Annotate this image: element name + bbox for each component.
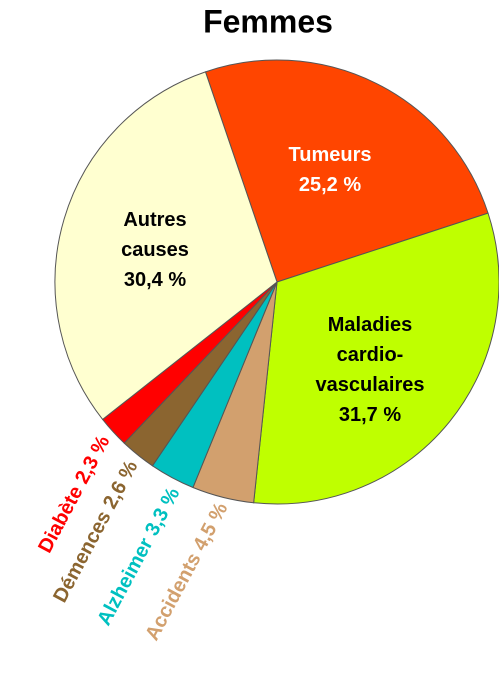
pie-slice: [54, 71, 278, 421]
slice-label: Autres causes 30,4 %: [95, 205, 215, 295]
slice-name: Autres causes: [121, 209, 189, 261]
slice-name: Accidents: [141, 549, 205, 644]
slice-value: 2,6 %: [99, 457, 143, 513]
slice-value: 31,7 %: [338, 404, 402, 426]
slice-value: 25,2 %: [298, 174, 362, 196]
slice-label: Maladies cardio-vasculaires 31,7 %: [300, 310, 440, 430]
slice-value: 2,3 %: [71, 432, 115, 488]
slice-label: Tumeurs 25,2 %: [265, 140, 395, 200]
slice-name: Maladies cardio-vasculaires: [315, 314, 425, 396]
slice-name: Tumeurs: [288, 144, 372, 166]
slice-value: 4,5 %: [189, 499, 233, 555]
slice-name: Alzheimer: [93, 534, 157, 629]
slice-value: 30,4 %: [123, 269, 187, 291]
pie-slice: [204, 59, 489, 283]
chart-title: Femmes: [203, 3, 333, 39]
slice-value: 3,3 %: [141, 484, 185, 540]
